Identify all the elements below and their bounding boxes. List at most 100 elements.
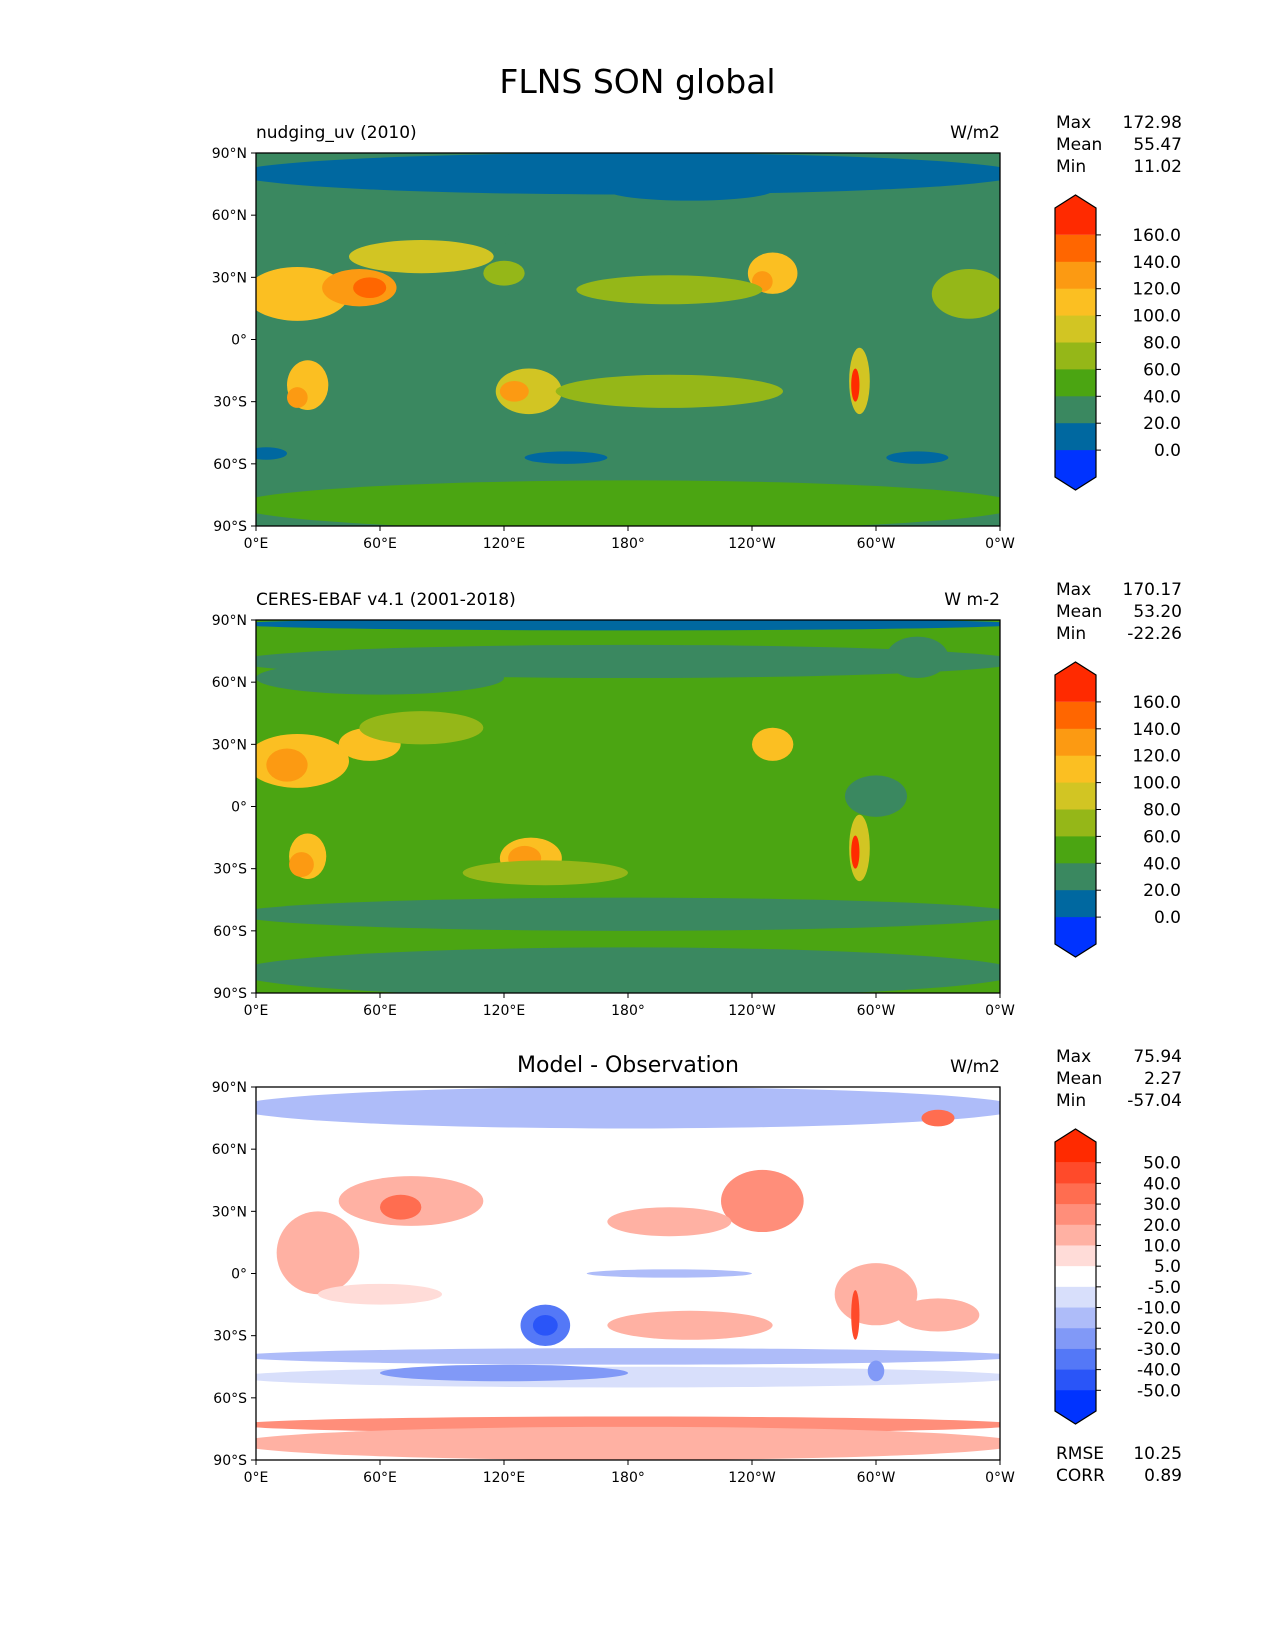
field-region — [851, 368, 860, 402]
stat-max: Max 172.98 — [1056, 112, 1182, 134]
map-panel-2: 90°N 60°N 30°N 0° 30°S 60°S 90°S0°E 60°E 120°E 18… — [212, 613, 1181, 1019]
lon-tick-label: 60°W — [857, 536, 896, 552]
lat-tick-label: 30°S — [213, 862, 247, 878]
field-region — [256, 480, 1000, 526]
field-region — [845, 775, 907, 817]
field-region — [851, 1290, 860, 1340]
stat-value: 75.94 — [1133, 1047, 1182, 1067]
colorbar-segment — [1055, 342, 1096, 370]
colorbar-tick-label: 40.0 — [1143, 1174, 1181, 1194]
lat-tick-label: 60°N — [212, 1142, 247, 1158]
field-region — [752, 727, 794, 761]
lon-tick-label: 120°W — [728, 536, 776, 552]
colorbar-segment — [1055, 423, 1096, 451]
colorbar-segment — [1055, 450, 1096, 490]
stat-rmse: RMSE 10.25 — [1056, 1443, 1182, 1465]
panel-units: W m-2 — [944, 590, 1000, 610]
colorbar-tick-label: -20.0 — [1137, 1319, 1181, 1339]
panel-left-title: CERES-EBAF v4.1 (2001-2018) — [256, 590, 516, 610]
field-region — [495, 368, 562, 415]
lat-tick-label: 30°S — [213, 395, 247, 411]
field-region — [380, 1364, 628, 1382]
colorbar-segment — [1055, 1129, 1096, 1163]
colorbar-tick-label: 160.0 — [1132, 693, 1181, 713]
colorbar-segment — [1055, 809, 1096, 837]
field-region — [318, 1283, 442, 1305]
panel-left-title: nudging_uv (2010) — [256, 123, 417, 143]
colorbar-segment — [1055, 917, 1096, 957]
colorbar-tick-label: 100.0 — [1132, 774, 1181, 794]
field-region — [266, 748, 308, 782]
field-region — [256, 1348, 1000, 1365]
colorbar-tick-label: 20.0 — [1143, 881, 1181, 901]
field-region — [256, 947, 1000, 993]
stat-value: 55.47 — [1133, 135, 1182, 155]
lat-tick-label: 0° — [231, 333, 247, 349]
lat-tick-label: 0° — [231, 1267, 247, 1283]
lat-tick-label: 30°S — [213, 1329, 247, 1345]
stat-value: 0.89 — [1144, 1466, 1182, 1486]
colorbar-segment — [1055, 1266, 1096, 1288]
field-region — [297, 163, 463, 176]
colorbar-tick-label: 0.0 — [1154, 441, 1181, 461]
map-panel-3: 90°N 60°N 30°N 0° 30°S 60°S 90°S0°E 60°E 120°E 18… — [212, 1080, 1181, 1486]
lon-tick-label: 60°E — [363, 1470, 397, 1486]
stat-label: Mean — [1056, 1069, 1103, 1089]
lat-tick-label: 60°S — [213, 457, 247, 473]
lon-tick-label: 60°W — [857, 1470, 896, 1486]
lat-tick-label: 60°S — [213, 1391, 247, 1407]
colorbar-tick-label: -5.0 — [1148, 1278, 1181, 1298]
field-region — [289, 852, 314, 877]
colorbar-segment — [1055, 261, 1096, 290]
colorbar-segment — [1055, 1286, 1096, 1309]
colorbar-tick-label: 120.0 — [1132, 747, 1181, 767]
field-region — [851, 835, 860, 869]
stat-corr: CORR 0.89 — [1056, 1465, 1182, 1487]
field-region — [555, 374, 783, 408]
stat-label: RMSE — [1056, 1444, 1105, 1464]
stat-value: -57.04 — [1127, 1091, 1182, 1111]
field-region — [607, 179, 773, 201]
field-region — [896, 1298, 980, 1332]
stat-label: Mean — [1056, 135, 1103, 155]
field-region — [886, 636, 949, 679]
colorbar: 160.0 140.0 120.0 100.0 80.0 60.0 40.0 20.0 0.0 — [1054, 661, 1181, 958]
stat-label: Min — [1056, 1091, 1087, 1111]
colorbar-segment — [1055, 782, 1096, 810]
field-region — [256, 1366, 1000, 1388]
colorbar-segment — [1055, 1328, 1096, 1350]
stat-value: 170.17 — [1122, 580, 1182, 600]
lon-tick-label: 120°E — [483, 536, 526, 552]
field-region — [586, 1269, 752, 1278]
figure-title: FLNS SON global — [499, 62, 776, 101]
colorbar-tick-label: 140.0 — [1132, 253, 1181, 273]
map-panel-1: 90°N 60°N 30°N 0° 30°S 60°S 90°S0°E 60°E 120°E 18… — [212, 146, 1181, 552]
field-region — [576, 275, 763, 305]
colorbar-segment — [1055, 890, 1096, 918]
colorbar-segment — [1055, 288, 1096, 317]
lat-tick-label: 90°N — [212, 146, 247, 162]
field-region — [256, 428, 1000, 466]
colorbar-segment — [1055, 1307, 1096, 1329]
colorbar-tick-label: 60.0 — [1143, 827, 1181, 847]
field-region — [499, 380, 529, 402]
colorbar-segment — [1055, 1224, 1096, 1246]
colorbar-segment — [1055, 863, 1096, 891]
field-region — [380, 1194, 422, 1220]
colorbar-tick-label: 50.0 — [1143, 1154, 1181, 1174]
lat-tick-label: 90°N — [212, 613, 247, 629]
lon-tick-label: 120°W — [728, 1003, 776, 1019]
stat-min: Min 11.02 — [1056, 156, 1182, 178]
colorbar-tick-label: 80.0 — [1143, 334, 1181, 354]
field-region — [256, 1087, 1000, 1129]
stat-label: Min — [1056, 624, 1087, 644]
colorbar-tick-label: 140.0 — [1132, 720, 1181, 740]
panel-units: W/m2 — [950, 123, 1000, 143]
colorbar-segment — [1055, 195, 1096, 235]
colorbar-tick-label: 10.0 — [1143, 1236, 1181, 1256]
stat-mean: Mean 53.20 — [1056, 601, 1182, 623]
field-region — [532, 1314, 558, 1336]
lat-tick-label: 0° — [231, 800, 247, 816]
lat-tick-label: 90°S — [213, 519, 247, 535]
colorbar-tick-label: 60.0 — [1143, 360, 1181, 380]
